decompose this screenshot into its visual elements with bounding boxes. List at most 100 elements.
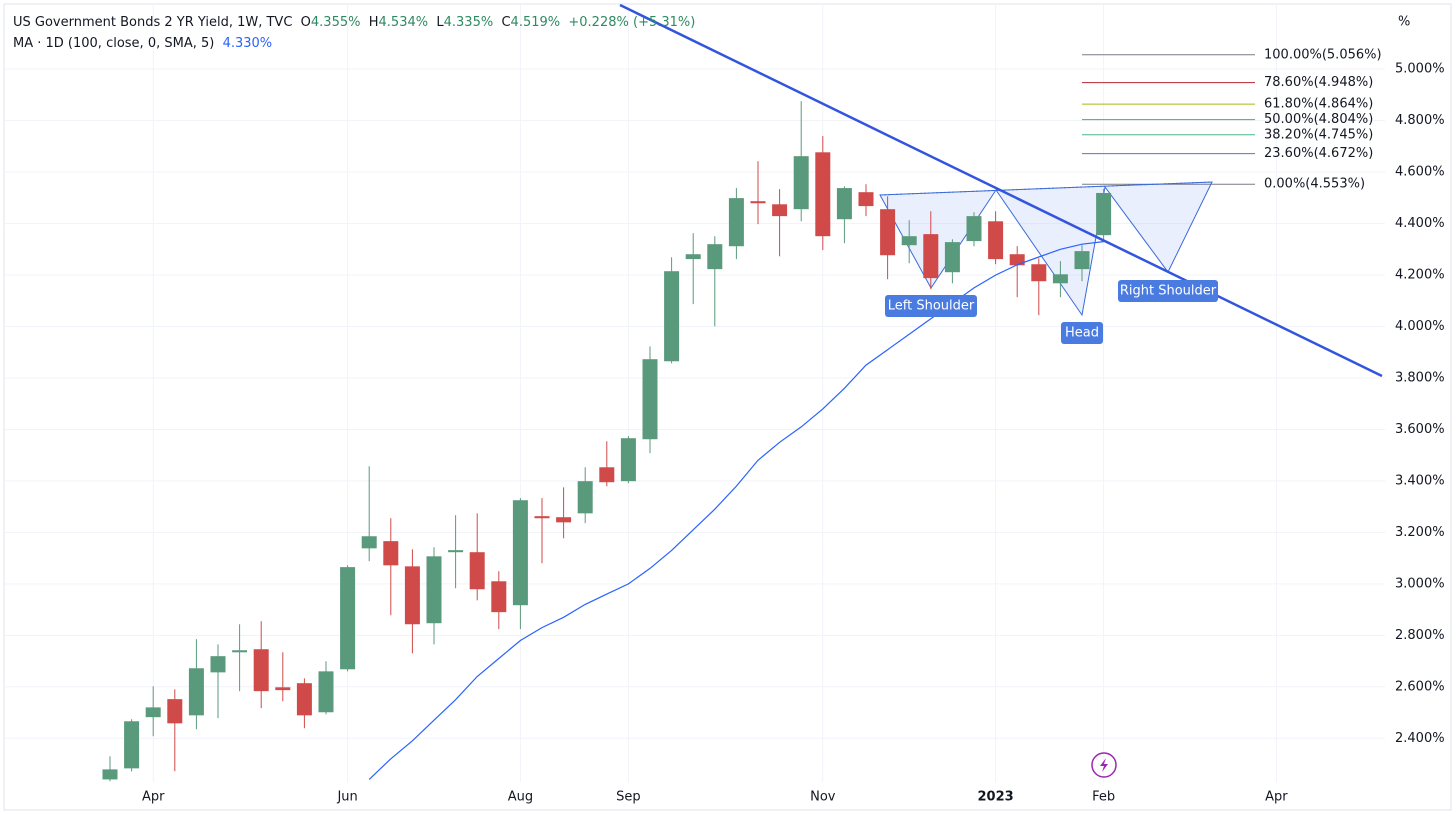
candle-body xyxy=(124,721,140,769)
y-tick-label: 3.000% xyxy=(1395,576,1445,591)
candle-body xyxy=(275,687,291,691)
candle-body xyxy=(534,516,550,519)
candle-body xyxy=(145,707,161,718)
y-tick-label: 4.600% xyxy=(1395,165,1445,180)
y-tick-label: 4.800% xyxy=(1395,113,1445,128)
candle-body xyxy=(750,201,766,204)
x-tick-label: Jun xyxy=(336,790,357,805)
y-tick-label: 4.000% xyxy=(1395,319,1445,334)
x-tick-label: Nov xyxy=(810,790,836,805)
x-tick-label: Aug xyxy=(508,790,533,805)
candle-body xyxy=(167,699,183,724)
candle-body xyxy=(923,234,939,279)
y-tick-label: 3.600% xyxy=(1395,422,1445,437)
trendline xyxy=(619,3,1383,378)
candle-body xyxy=(577,481,593,514)
candle-body xyxy=(361,536,377,549)
x-tick-label: Sep xyxy=(616,790,641,805)
annotation: Right Shoulder xyxy=(1120,284,1217,299)
y-tick-label: 2.800% xyxy=(1395,628,1445,643)
x-tick-label: Apr xyxy=(142,790,165,805)
candle-body xyxy=(318,671,334,713)
candle-body xyxy=(210,656,226,673)
candle-body xyxy=(188,668,204,716)
candle-body xyxy=(1052,274,1068,284)
fib-label: 50.00%(4.804%) xyxy=(1264,112,1373,127)
candles xyxy=(102,101,1112,782)
header: US Government Bonds 2 YR Yield, 1W, TVC … xyxy=(13,15,695,30)
symbol: US Government Bonds 2 YR Yield, 1W, TVC xyxy=(13,15,293,30)
ohlc-value: 4.355% xyxy=(310,15,361,30)
ma-legend: MA · 1D (100, close, 0, SMA, 5) 4.330% xyxy=(13,36,272,51)
neckline xyxy=(879,181,1213,196)
ma-name: MA · 1D (100, close, 0, SMA, 5) xyxy=(13,36,215,51)
x-tick-label: Feb xyxy=(1092,790,1115,805)
candle-body xyxy=(512,500,528,606)
candle-body xyxy=(815,152,831,237)
x-tick-label: 2023 xyxy=(978,790,1014,805)
candle-body xyxy=(966,216,982,242)
frame xyxy=(3,3,1452,811)
ohlc: L xyxy=(436,15,444,30)
ohlc-value: 4.534% xyxy=(378,15,429,30)
y-tick-label: 3.200% xyxy=(1395,525,1445,540)
change: +0.228% xyxy=(568,15,629,30)
candle-body xyxy=(836,188,852,220)
y-tick-label: 5.000% xyxy=(1395,62,1445,77)
candle-body xyxy=(642,359,658,440)
candle-body xyxy=(448,550,464,553)
candle-body xyxy=(556,517,572,523)
ma-value: 4.330% xyxy=(222,36,273,51)
ohlc: O xyxy=(300,15,311,30)
fib-label: 23.60%(4.672%) xyxy=(1264,146,1373,161)
y-tick-label: 2.600% xyxy=(1395,679,1445,694)
y-tick-label: 3.400% xyxy=(1395,473,1445,488)
label-box xyxy=(885,295,977,317)
candle-body xyxy=(707,244,723,270)
candle-body xyxy=(296,683,312,716)
candle-body xyxy=(858,192,874,207)
candle-body xyxy=(1009,254,1025,266)
event-icon xyxy=(1091,752,1117,778)
candle-body xyxy=(772,204,788,217)
candle-body xyxy=(901,236,917,246)
label-box xyxy=(1118,280,1218,302)
candle-body xyxy=(340,567,356,670)
candle-body xyxy=(1096,192,1112,236)
candle-body xyxy=(383,541,399,566)
fib-label: 0.00%(4.553%) xyxy=(1264,177,1365,192)
candle-body xyxy=(880,209,896,256)
candle-body xyxy=(793,156,809,210)
y-unit: % xyxy=(1398,15,1410,30)
candle-body xyxy=(426,556,442,624)
ma-line xyxy=(368,241,1104,780)
y-tick-label: 4.200% xyxy=(1395,268,1445,283)
candle-body xyxy=(469,552,485,590)
annotation: Left Shoulder xyxy=(888,299,975,314)
candle-body xyxy=(664,271,680,362)
candle-body xyxy=(1031,264,1047,282)
candle-body xyxy=(404,566,420,625)
change-pct: (+5.31%) xyxy=(633,15,696,30)
y-tick-label: 4.400% xyxy=(1395,216,1445,231)
candle-body xyxy=(253,649,269,692)
candle-body xyxy=(685,254,701,260)
candle-body xyxy=(988,221,1004,260)
fib-label: 61.80%(4.864%) xyxy=(1264,97,1373,112)
ohlc: H xyxy=(368,15,379,30)
candle-body xyxy=(620,438,636,482)
ohlc: C xyxy=(501,15,511,30)
x-tick-label: Apr xyxy=(1265,790,1288,805)
y-tick-label: 3.800% xyxy=(1395,370,1445,385)
candle-body xyxy=(728,198,744,247)
grid xyxy=(5,5,1385,782)
candle-body xyxy=(491,581,507,613)
head-shoulders-pattern xyxy=(879,181,1213,317)
candle-body xyxy=(944,242,960,273)
event-icon-bolt xyxy=(1100,758,1108,772)
fibonacci: 100.00%(5.056%) 78.60%(4.948%) 61.80%(4.86… xyxy=(1082,47,1382,192)
candle-body xyxy=(232,650,248,653)
fib-label: 78.60%(4.948%) xyxy=(1264,75,1373,90)
fib-label: 100.00%(5.056%) xyxy=(1264,47,1382,62)
